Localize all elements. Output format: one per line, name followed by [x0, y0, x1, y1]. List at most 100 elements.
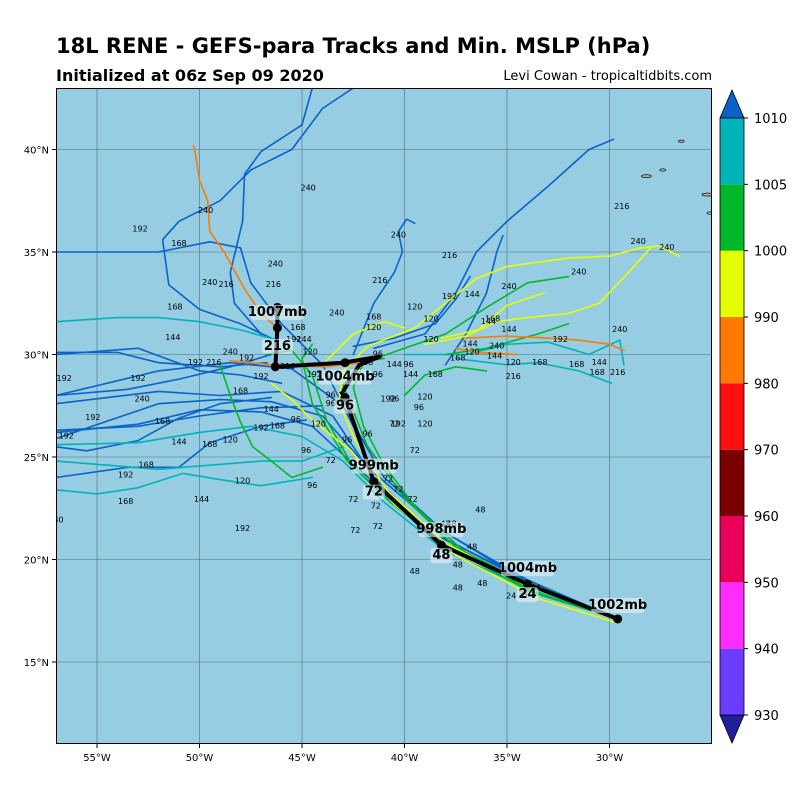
hour-label: 120	[424, 315, 439, 324]
member-track	[56, 405, 324, 432]
member-track	[229, 88, 314, 335]
lat-tick-label: 25°N	[24, 453, 49, 464]
member-track	[352, 218, 416, 356]
mean-hour-bg	[430, 548, 453, 564]
hour-label: 240	[571, 268, 586, 277]
colorbar-segment	[720, 250, 744, 317]
hour-label: 240	[301, 184, 316, 193]
mean-track-point	[523, 579, 532, 589]
mean-pressure-label: 1004mb	[316, 370, 375, 385]
hour-label: 96	[373, 350, 383, 359]
hour-label: 96	[414, 403, 424, 412]
hour-label: 192	[391, 419, 406, 428]
colorbar-segment	[720, 184, 744, 251]
mean-label-bg	[318, 369, 372, 385]
hour-label: 216	[372, 276, 387, 285]
hour-label: 120	[465, 348, 480, 357]
hour-label: 144	[165, 333, 180, 342]
hour-label: 168	[485, 315, 500, 324]
hour-label: 96	[373, 370, 383, 379]
member-track	[56, 419, 307, 479]
mean-label-bg	[591, 597, 645, 613]
mean-hour-label: 24	[518, 587, 536, 602]
lat-tick-label: 20°N	[24, 556, 49, 567]
hour-label: 240	[202, 278, 217, 287]
hour-label: 144	[481, 317, 496, 326]
mean-hour-label: 48	[432, 548, 450, 563]
lon-tick-label: 50°W	[186, 753, 214, 764]
hour-label: 120	[235, 477, 250, 486]
hour-label: 240	[631, 237, 646, 246]
hour-label: 192	[553, 335, 568, 344]
hour-label: 72	[408, 495, 418, 504]
mean-track-point	[613, 614, 623, 624]
hour-label: 168	[118, 497, 133, 506]
colorbar-segment	[720, 317, 744, 384]
hour-label: 168	[270, 421, 285, 430]
islands	[641, 139, 712, 215]
hour-label: 168	[428, 370, 443, 379]
island	[677, 139, 685, 143]
member-track	[455, 357, 613, 384]
mean-hour-bg	[261, 338, 293, 354]
colorbar-bottom-arrow	[719, 714, 745, 745]
hour-label: 96	[404, 360, 414, 369]
hour-label: 48	[477, 579, 487, 588]
member-track	[161, 88, 355, 339]
member-track	[56, 316, 279, 341]
lat-tick-label: 30°N	[24, 351, 49, 362]
member-track	[56, 398, 619, 620]
mean-track-point	[436, 540, 446, 550]
hour-label: 192	[286, 335, 301, 344]
hour-label: 192	[118, 471, 133, 480]
hour-label: 120	[506, 358, 521, 367]
colorbar-label: 980	[754, 377, 779, 392]
lon-tick-label: 55°W	[83, 753, 111, 764]
ocean-background	[56, 88, 712, 744]
member-track	[219, 364, 324, 479]
mean-track-point	[270, 362, 280, 372]
hour-label: 120	[223, 436, 238, 445]
hour-label: 168	[167, 302, 182, 311]
hour-label: 168	[532, 358, 547, 367]
hour-label: 192	[253, 372, 268, 381]
hour-label: 240	[501, 282, 516, 291]
hour-label: 168	[366, 313, 381, 322]
mean-label-bg	[250, 304, 304, 320]
hour-label: 216	[219, 280, 234, 289]
hour-label: 240	[134, 395, 149, 404]
hour-label: 168	[202, 440, 217, 449]
hour-label: 144	[194, 495, 209, 504]
hour-label: 240	[391, 231, 406, 240]
mean-hour-bg	[334, 398, 357, 414]
hour-label: 144	[462, 339, 477, 348]
init-time: Initialized at 06z Sep 09 2020	[56, 66, 324, 85]
hour-label: 192	[235, 524, 250, 533]
island	[659, 168, 667, 172]
hour-label: 192	[307, 370, 322, 379]
hour-label: 72	[383, 475, 393, 484]
hour-label: 216	[506, 372, 521, 381]
hour-label: 144	[487, 352, 502, 361]
hour-label: 48	[453, 561, 463, 570]
member-track	[455, 347, 519, 356]
member-track	[424, 247, 652, 346]
hour-label: 24	[506, 591, 516, 600]
mean-hour-bg	[362, 484, 385, 500]
colorbar-segment	[720, 118, 744, 185]
mean-label-bg	[418, 522, 464, 538]
hour-label: 192	[85, 413, 100, 422]
member-track	[56, 446, 344, 471]
hour-label: 240	[48, 516, 63, 525]
colorbar-label: 970	[754, 444, 779, 459]
hour-label: 48	[453, 583, 463, 592]
hour-label: 144	[501, 325, 516, 334]
hour-label: 72	[373, 522, 383, 531]
hour-label: 96	[389, 395, 399, 404]
hour-label: 144	[592, 358, 607, 367]
hour-label: 72	[393, 485, 403, 494]
mean-hour-bg	[516, 587, 539, 603]
colorbar-label: 960	[754, 510, 779, 525]
colorbar-label: 930	[754, 709, 779, 724]
hour-label: 216	[266, 280, 281, 289]
